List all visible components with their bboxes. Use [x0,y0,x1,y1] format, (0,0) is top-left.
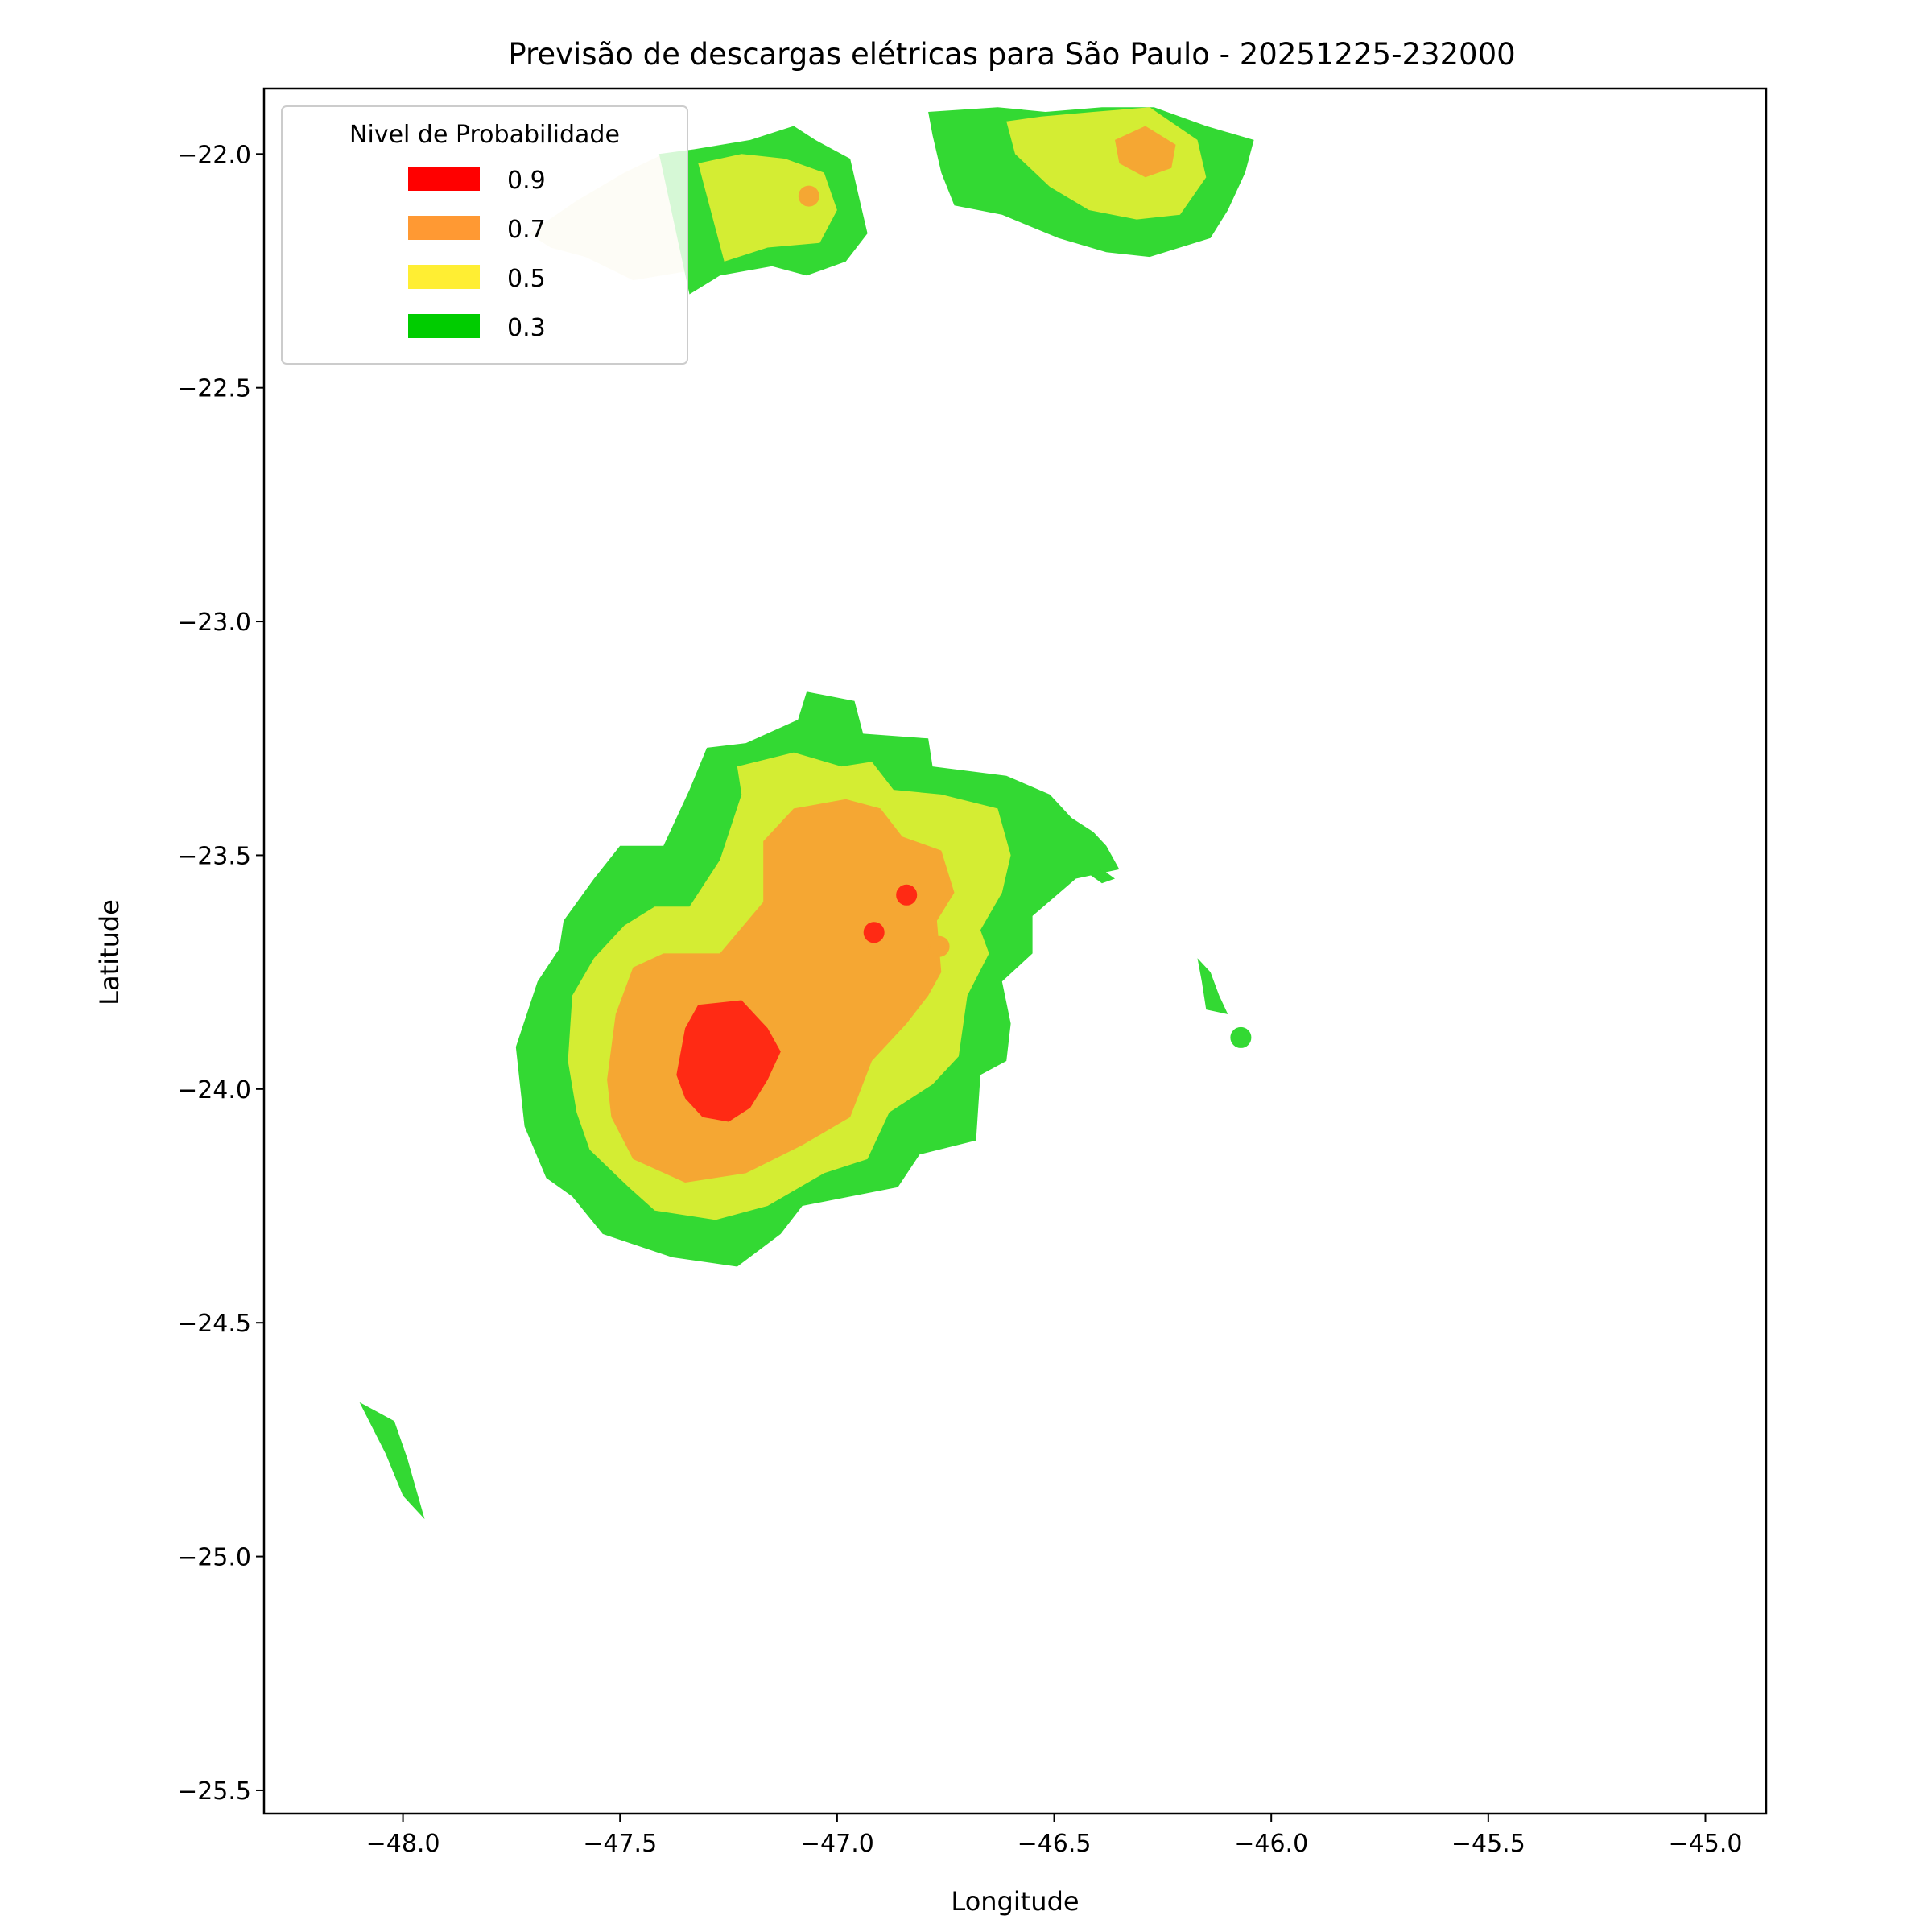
legend: Nivel de Probabilidade 0.9 0.7 0.5 0.3 [281,105,688,365]
legend-label: 0.3 [507,314,546,342]
legend-label: 0.5 [507,265,546,293]
orange-marker-1 [928,935,950,957]
y-tick-label: −24.0 [177,1076,251,1104]
plot-area [262,87,1768,1815]
probability-markers [798,185,1252,1048]
y-tick-label: −22.5 [177,375,251,403]
y-tick-label: −25.0 [177,1544,251,1572]
legend-label: 0.7 [507,216,546,244]
main-storm-0.9 [676,1000,781,1122]
x-tick-label: −46.0 [1234,1830,1308,1858]
small-cell-east-0.3 [1197,958,1228,1014]
north-storm-a-0.5 [698,154,837,262]
plot-frame [262,87,1768,1815]
x-tick-label: −45.5 [1451,1830,1525,1858]
x-tick-label: −46.5 [1018,1830,1092,1858]
legend-swatch-0-5 [408,265,480,289]
red-marker-1 [896,884,918,906]
legend-label: 0.9 [507,167,546,195]
legend-box [281,105,688,365]
y-axis-label: Latitude [94,899,125,1005]
legend-swatch-0-9 [408,167,480,191]
red-marker-2 [863,922,885,943]
legend-entries: 0.9 0.7 0.5 0.3 [408,167,546,342]
small-cell-southwest-0.3 [359,1402,425,1520]
y-tick-label: −23.0 [177,609,251,637]
y-tick-label: −23.5 [177,842,251,870]
x-tick-label: −48.0 [366,1830,440,1858]
legend-swatch-0-3 [408,314,480,338]
legend-swatch-0-7 [408,216,480,240]
y-tick-label: −25.5 [177,1777,251,1806]
orange-marker-2 [798,185,819,207]
small-cell-east-b-0.3 [1088,869,1115,884]
probability-regions [359,107,1254,1520]
x-tick-label: −47.0 [800,1830,874,1858]
legend-title: Nivel de Probabilidade [349,121,620,149]
y-tick-label: −22.0 [177,141,251,169]
chart-title: Previsão de descargas elétricas para São… [508,37,1515,72]
y-tick-label: −24.5 [177,1310,251,1338]
north-storm-b-0.7 [1115,126,1176,178]
x-axis-label: Longitude [951,1886,1079,1917]
x-tick-label: −47.5 [583,1830,657,1858]
y-axis: −22.0 −22.5 −23.0 −23.5 −24.0 −24.5 −25.0 −25.5 [177,141,264,1806]
x-axis: −48.0 −47.5 −47.0 −46.5 −46.0 −45.5 −45.0 [366,1814,1743,1858]
green-marker-1 [1230,1026,1252,1048]
x-tick-label: −45.0 [1669,1830,1743,1858]
